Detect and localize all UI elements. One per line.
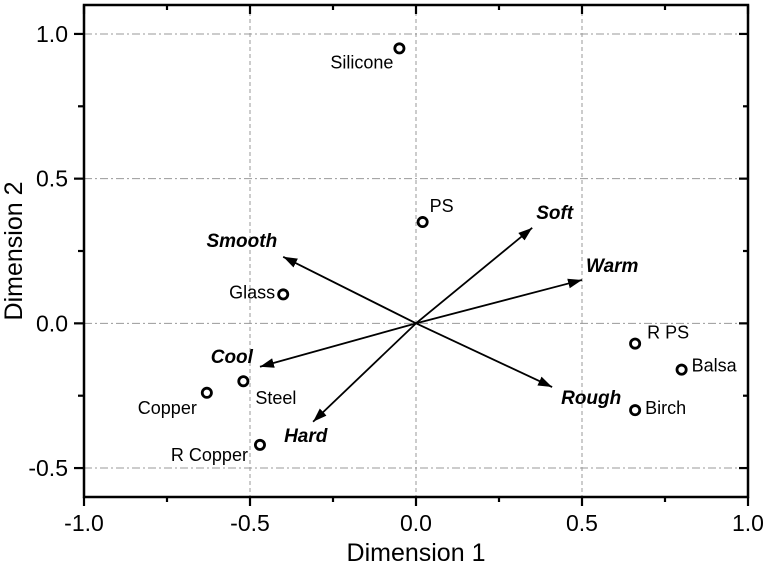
y-axis-label: Dimension 2 — [0, 182, 28, 321]
data-point-silicone — [393, 42, 406, 55]
x-tick-label: -1.0 — [64, 510, 104, 536]
data-point-label-copper: Copper — [138, 398, 197, 418]
x-tick-label: 0.5 — [566, 510, 598, 536]
x-tick-label: -0.5 — [230, 510, 270, 536]
data-point-label-r-ps: R PS — [647, 323, 689, 343]
attribute-vector-warm — [415, 278, 583, 325]
data-point-birch — [629, 404, 642, 417]
attribute-vector-label-soft: Soft — [536, 203, 574, 224]
data-point-label-birch: Birch — [645, 398, 686, 418]
attribute-vector-cool — [259, 322, 417, 368]
data-point-r-copper — [253, 438, 266, 451]
attribute-vector-label-rough: Rough — [561, 388, 621, 409]
attribute-vector-smooth — [282, 255, 417, 325]
data-point-label-ps: PS — [430, 196, 454, 216]
data-point-copper — [200, 386, 213, 399]
data-point-label-silicone: Silicone — [330, 52, 393, 72]
y-tick-label: 1.0 — [36, 21, 68, 47]
attribute-vector-label-hard: Hard — [284, 426, 328, 447]
x-tick-label: 0.0 — [400, 510, 432, 536]
data-point-label-r-copper: R Copper — [171, 445, 248, 465]
attribute-vector-rough — [415, 322, 553, 388]
x-tick-label: 1.0 — [732, 510, 764, 536]
x-axis-label: Dimension 1 — [347, 539, 486, 567]
data-point-steel — [237, 375, 250, 388]
attribute-vector-label-warm: Warm — [586, 256, 639, 277]
attribute-vector-label-cool: Cool — [211, 347, 254, 368]
attribute-vector-soft — [415, 227, 533, 325]
y-tick-label: 0.5 — [36, 166, 68, 192]
data-point-ps — [416, 216, 429, 229]
attribute-vector-hard — [312, 322, 417, 423]
data-point-glass — [277, 288, 290, 301]
data-point-balsa — [675, 363, 688, 376]
y-tick-label: 0.0 — [36, 310, 68, 336]
y-tick-label: -0.5 — [28, 455, 68, 481]
data-point-label-balsa: Balsa — [692, 356, 738, 376]
data-point-r-ps — [629, 337, 642, 350]
data-point-label-glass: Glass — [229, 282, 275, 302]
attribute-vector-label-smooth: Smooth — [206, 231, 277, 252]
data-point-label-steel: Steel — [255, 388, 296, 408]
